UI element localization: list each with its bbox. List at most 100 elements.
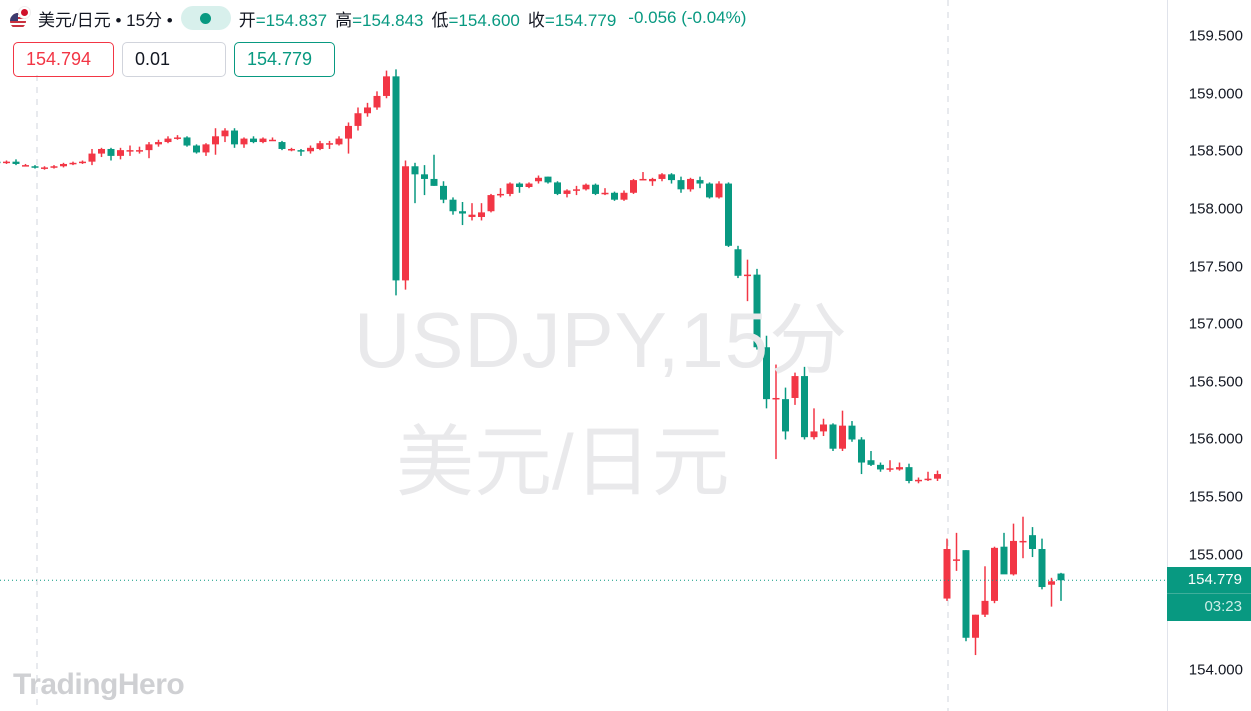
watermark-symbol: USDJPY,15分 (354, 296, 849, 384)
candle (22, 165, 29, 167)
candle (193, 145, 200, 153)
candle (1000, 546, 1008, 575)
candle (934, 474, 941, 479)
candle (41, 167, 48, 169)
price-tick-label: 156.000 (1188, 430, 1243, 448)
candle (12, 161, 20, 164)
candle (563, 190, 571, 194)
price-tick-label: 159.000 (1188, 85, 1243, 103)
tradinghero-logo: TradingHero (13, 668, 185, 701)
candle (744, 274, 751, 277)
high-value: 高=154.843 (335, 10, 424, 30)
candle (791, 376, 799, 398)
candle (335, 138, 343, 145)
candle (297, 150, 305, 152)
candle (31, 166, 39, 168)
candle (183, 137, 191, 146)
candle (953, 559, 960, 561)
candle (345, 125, 352, 139)
candle (3, 161, 10, 164)
candle (506, 183, 514, 194)
candle (0, 161, 1, 164)
candle (801, 376, 808, 438)
candle (687, 178, 694, 190)
candle (79, 161, 86, 164)
low-value: 低=154.600 (431, 10, 520, 30)
candle (117, 150, 124, 156)
candle (554, 182, 561, 194)
candle (202, 144, 210, 153)
candle (601, 192, 609, 195)
candle (155, 142, 162, 145)
candle (326, 143, 333, 145)
candle (924, 478, 932, 481)
candle (886, 468, 894, 470)
candle (440, 185, 447, 200)
candle (221, 130, 229, 137)
candle (715, 183, 723, 198)
quantity-input[interactable]: 0.01 (122, 42, 226, 77)
candle (98, 148, 105, 154)
candle (820, 424, 827, 432)
candle (269, 139, 276, 142)
buy-button[interactable]: 154.779 (234, 42, 335, 77)
candle (1010, 540, 1017, 575)
candle (867, 460, 875, 465)
candle (497, 193, 504, 196)
jp-flag-icon (19, 7, 30, 18)
candle (630, 180, 637, 193)
candle (164, 138, 172, 143)
candle (753, 274, 761, 348)
candle (905, 467, 913, 481)
candles-group (0, 69, 1065, 656)
candle (668, 174, 675, 181)
candle (725, 183, 732, 246)
close-value: 收=154.779 (527, 10, 617, 30)
price-tick-label: 158.000 (1188, 200, 1243, 218)
market-status-dot-icon (200, 12, 212, 24)
price-tick-label: 156.500 (1188, 373, 1243, 391)
market-status-button[interactable] (180, 6, 231, 30)
candle (1019, 540, 1027, 543)
price-tick-label: 159.500 (1188, 27, 1243, 45)
candle (611, 192, 618, 200)
candle (639, 178, 647, 181)
candle (573, 189, 580, 191)
candle (88, 153, 96, 162)
candle (991, 547, 998, 601)
candle (535, 177, 542, 182)
open-value: 开=154.837 (238, 10, 328, 30)
price-tick-label: 157.000 (1188, 315, 1243, 333)
candle (136, 150, 143, 152)
candle (706, 183, 713, 198)
symbol-title[interactable]: 美元/日元 • 15分 • (38, 10, 173, 30)
price-tick-label: 155.000 (1188, 546, 1243, 564)
candle (107, 148, 115, 156)
candle (231, 130, 238, 145)
candle (126, 150, 134, 152)
candle (278, 142, 286, 149)
sell-button[interactable]: 154.794 (13, 42, 114, 77)
current-price-label: 154.779 (1167, 567, 1251, 594)
candle (782, 399, 789, 432)
candle (981, 600, 989, 615)
candle (943, 548, 951, 599)
trade-panel: 154.794 0.01 154.779 (13, 42, 335, 77)
legend-header: 美元/日元 • 15分 • 开=154.837 高=154.843 低=154.… (10, 5, 746, 31)
candle (288, 148, 295, 151)
candle (212, 136, 219, 145)
candle (50, 166, 58, 168)
candle (307, 147, 314, 152)
candle (1029, 535, 1036, 549)
candle (839, 425, 846, 449)
candle (972, 614, 979, 638)
candle (858, 439, 865, 463)
candle (145, 144, 153, 151)
change-value: -0.056 (-0.04%) (628, 8, 747, 27)
watermark-name: 美元/日元 (396, 418, 730, 506)
candle (60, 163, 67, 167)
candle (649, 178, 656, 182)
candle (373, 95, 381, 108)
candle (478, 212, 485, 217)
